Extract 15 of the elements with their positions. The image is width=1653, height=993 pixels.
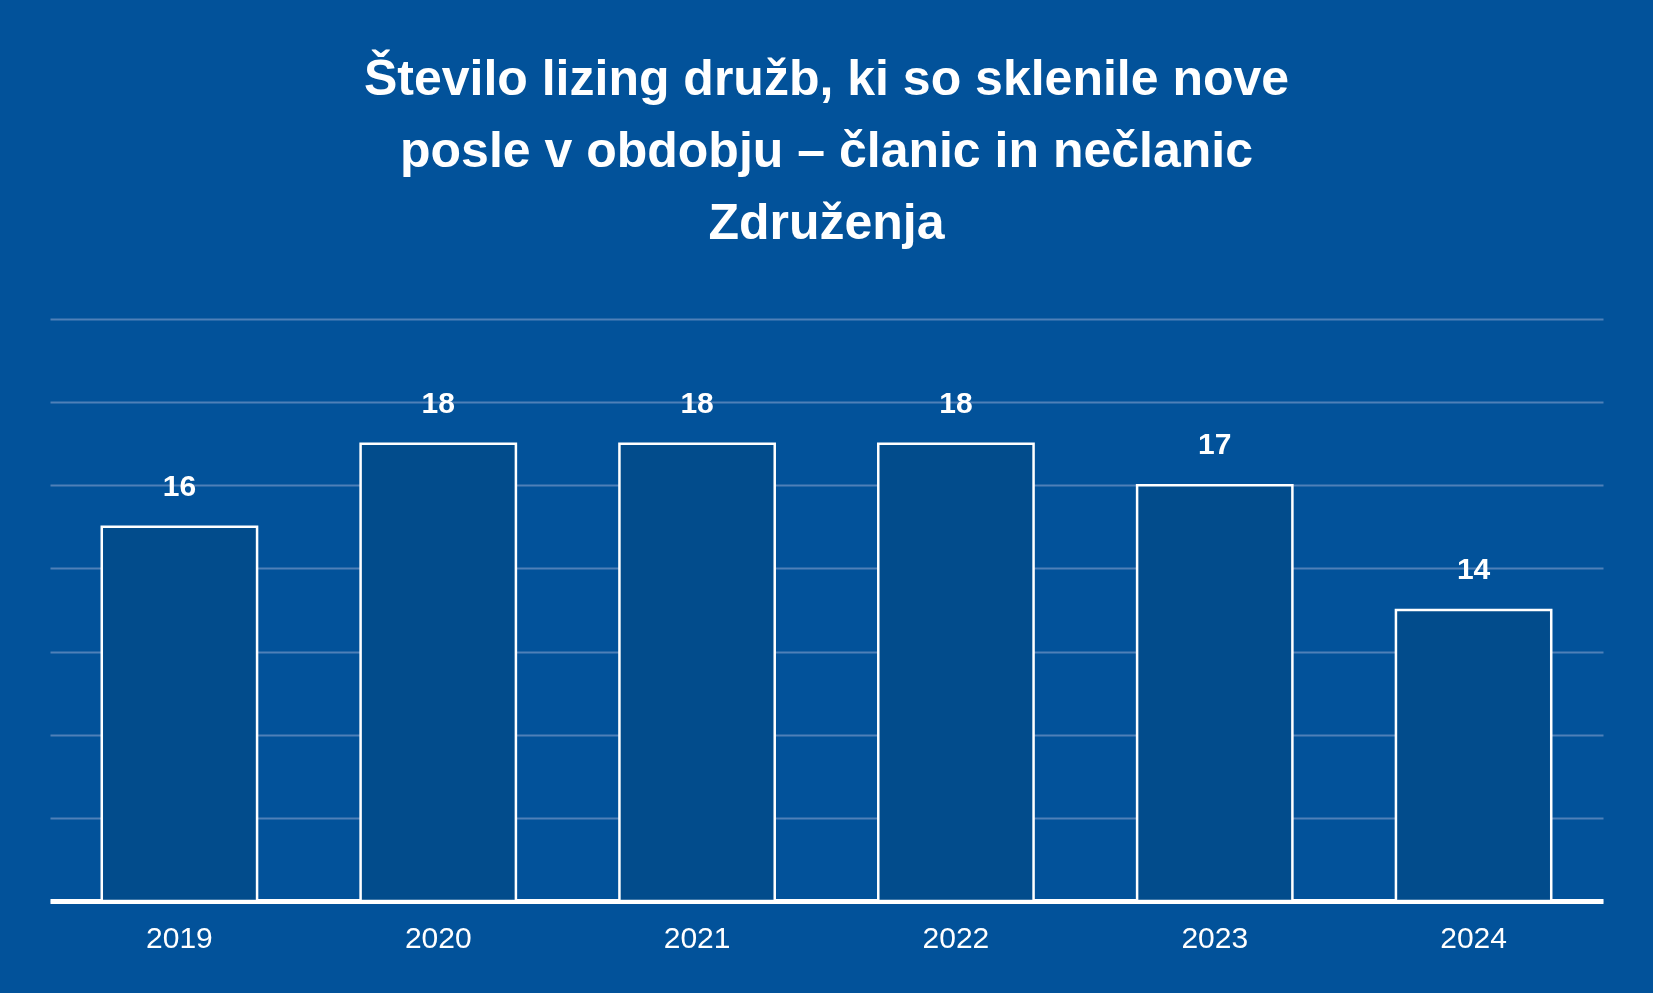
text: posle v obdobju – članic in nečlanic — [400, 122, 1253, 178]
x-tick-label: 2024 — [1440, 920, 1507, 954]
data-label: 14 — [1456, 552, 1491, 585]
x-tick-label: 2020 — [404, 920, 472, 954]
text: Združenja — [708, 194, 945, 250]
x-tick-label: 2021 — [663, 920, 731, 954]
data-label: 17 — [1198, 427, 1232, 461]
x-tick-label: 2022 — [922, 920, 990, 954]
data-label: 18 — [939, 385, 973, 419]
x-tick-label: 2023 — [1181, 920, 1249, 954]
data-label: 18 — [680, 385, 714, 419]
text: Število lizing družb, ki so sklenile nove — [363, 50, 1290, 106]
data-label: 18 — [421, 385, 455, 419]
data-label: 16 — [162, 468, 197, 502]
x-tick-label: 2019 — [146, 920, 213, 954]
